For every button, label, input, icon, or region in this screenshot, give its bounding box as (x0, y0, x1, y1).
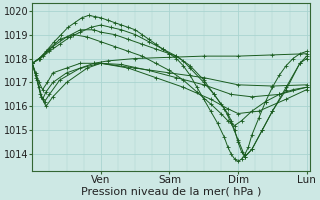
X-axis label: Pression niveau de la mer( hPa ): Pression niveau de la mer( hPa ) (81, 187, 261, 197)
